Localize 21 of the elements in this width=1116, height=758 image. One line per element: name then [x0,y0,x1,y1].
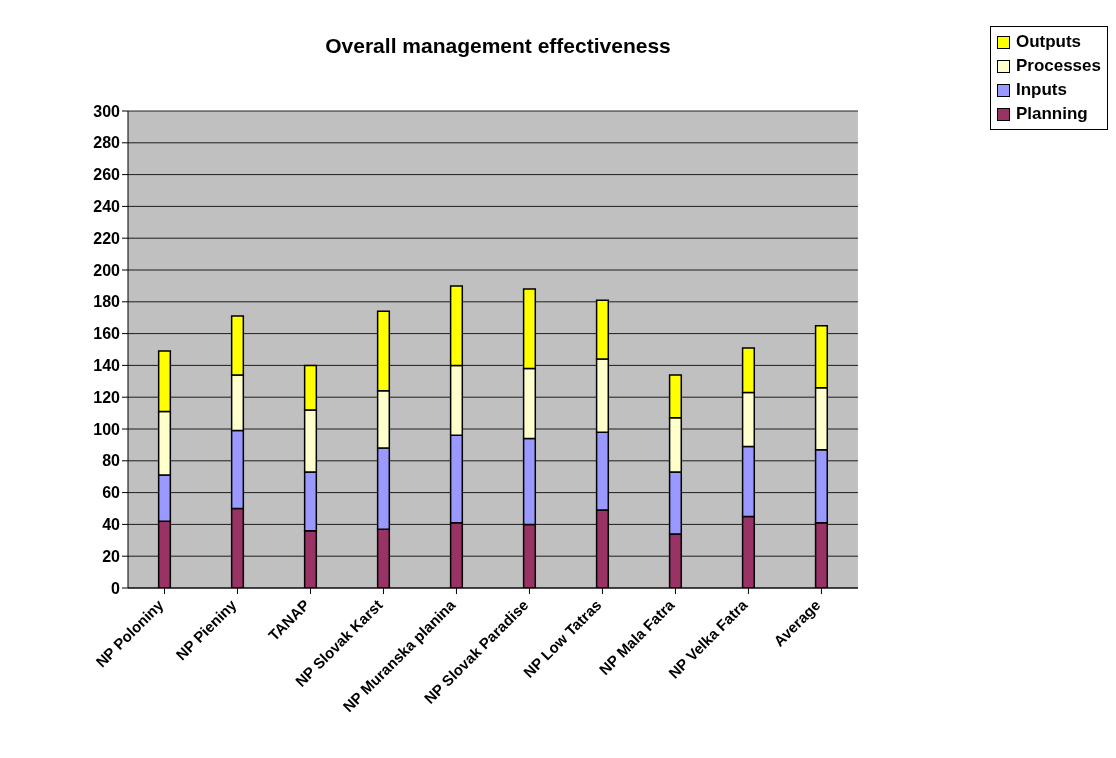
y-tick-label: 260 [93,166,121,184]
y-tick-label: 0 [111,579,121,597]
legend-label: Processes [1015,55,1101,77]
y-tick-label: 240 [93,198,121,216]
y-tick-label: 160 [93,325,121,343]
y-tick-label: 140 [93,357,121,375]
y-tick-label: 220 [93,229,121,247]
y-tick-label: 280 [93,134,121,152]
legend-label: Outputs [1015,31,1082,53]
y-tick-label: 20 [102,547,121,565]
y-tick-label: 180 [93,293,121,311]
legend-label: Planning [1015,103,1088,125]
y-tick-label: 300 [93,102,121,120]
y-tick-label: 40 [102,516,121,534]
y-tick-label: 80 [102,452,121,470]
y-tick-label: 60 [102,484,121,502]
legend-label: Inputs [1015,79,1067,101]
y-tick-label: 120 [93,388,121,406]
chart-title: Overall management effectiveness [324,34,672,58]
y-tick-label: 200 [93,261,121,279]
y-tick-label: 100 [93,420,121,438]
